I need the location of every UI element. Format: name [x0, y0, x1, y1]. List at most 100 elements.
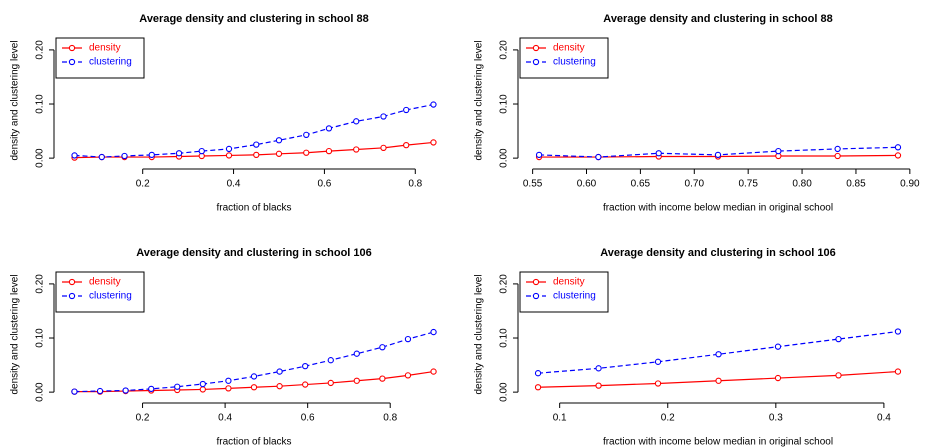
- chart-title: Average density and clustering in school…: [603, 13, 832, 25]
- data-point: [834, 145, 841, 153]
- series-line: [74, 331, 434, 393]
- legend-box: [55, 37, 145, 79]
- data-point: [654, 380, 662, 387]
- data-point: [534, 370, 542, 377]
- panel: Average density and clustering in school…: [474, 13, 920, 214]
- x-tick-label: 0.90: [900, 179, 920, 190]
- data-point: [534, 384, 542, 391]
- y-axis-label: density and clustering level: [474, 274, 485, 394]
- panel: Average density and clustering in school…: [474, 247, 902, 447]
- legend-marker: [68, 44, 76, 52]
- data-point: [275, 137, 283, 144]
- data-point: [595, 382, 602, 389]
- data-point: [327, 379, 334, 387]
- x-tick-label: 0.85: [846, 179, 866, 190]
- x-tick-label: 0.4: [877, 413, 891, 424]
- series-line: [74, 103, 434, 158]
- data-point: [834, 152, 841, 160]
- data-point: [225, 377, 232, 384]
- data-point: [430, 101, 437, 108]
- data-point: [894, 152, 902, 159]
- data-point: [253, 141, 260, 148]
- data-point: [774, 374, 782, 382]
- data-point: [774, 343, 782, 350]
- y-tick-label: 0.20: [499, 274, 510, 294]
- legend-label: clustering: [89, 291, 132, 302]
- legend-marker: [532, 44, 540, 52]
- x-tick-label: 0.8: [383, 413, 397, 424]
- data-point: [303, 149, 310, 156]
- data-point: [327, 357, 334, 364]
- x-tick-label: 0.4: [227, 179, 241, 190]
- panel: Average density and clustering in school…: [10, 13, 437, 214]
- data-point: [148, 385, 155, 393]
- x-axis-label: fraction with income below median in ori…: [603, 437, 833, 447]
- x-tick-label: 0.65: [631, 179, 651, 190]
- data-point: [98, 153, 105, 161]
- data-point: [302, 363, 309, 370]
- x-tick-label: 0.6: [317, 179, 331, 190]
- data-point: [253, 151, 260, 159]
- x-tick-label: 0.3: [769, 413, 783, 424]
- data-point: [775, 147, 782, 155]
- data-point: [430, 328, 437, 336]
- x-axis-label: fraction with income below median in ori…: [603, 203, 833, 214]
- legend-label: clustering: [553, 57, 596, 68]
- y-tick-label: 0.10: [499, 328, 510, 348]
- data-point: [654, 358, 662, 365]
- y-tick-label: 0.20: [35, 274, 46, 294]
- x-tick-label: 0.80: [792, 179, 812, 190]
- data-point: [715, 377, 722, 384]
- data-point: [835, 372, 842, 379]
- chart-title: Average density and clustering in school…: [139, 13, 368, 25]
- x-tick-label: 0.2: [136, 413, 150, 424]
- y-tick-label: 0.20: [499, 40, 510, 60]
- x-tick-label: 0.70: [685, 179, 705, 190]
- data-point: [353, 118, 360, 125]
- chart-title: Average density and clustering in school…: [600, 247, 836, 259]
- data-point: [225, 145, 233, 153]
- legend-marker: [68, 58, 76, 66]
- legend-label: density: [553, 277, 585, 288]
- data-point: [404, 372, 412, 379]
- y-tick-label: 0.10: [35, 94, 46, 114]
- y-tick-label: 0.00: [35, 148, 46, 168]
- legend-marker: [68, 292, 76, 300]
- data-point: [71, 388, 78, 395]
- data-point: [894, 144, 902, 151]
- data-point: [276, 368, 283, 375]
- y-axis-label: density and clustering level: [10, 40, 21, 160]
- legend-box: [519, 271, 609, 313]
- data-point: [250, 384, 258, 391]
- data-point: [379, 344, 386, 351]
- data-point: [595, 153, 602, 161]
- x-tick-label: 0.1: [553, 413, 567, 424]
- data-point: [276, 383, 283, 390]
- data-point: [353, 146, 360, 153]
- y-tick-label: 0.10: [35, 328, 46, 348]
- legend-label: clustering: [89, 57, 132, 68]
- data-point: [430, 139, 437, 146]
- legend-label: density: [553, 43, 585, 54]
- data-point: [148, 151, 155, 159]
- y-tick-label: 0.00: [35, 382, 46, 402]
- data-point: [714, 151, 722, 159]
- x-tick-label: 0.4: [218, 413, 232, 424]
- legend-label: density: [89, 277, 121, 288]
- x-tick-label: 0.55: [523, 179, 543, 190]
- x-tick-label: 0.75: [738, 179, 758, 190]
- data-point: [403, 141, 410, 149]
- data-point: [325, 125, 333, 132]
- data-point: [715, 351, 722, 358]
- data-point: [174, 383, 181, 390]
- data-point: [303, 131, 310, 139]
- legend-box: [55, 271, 145, 313]
- data-point: [250, 373, 258, 380]
- data-point: [595, 365, 602, 372]
- y-axis-label: density and clustering level: [474, 40, 485, 160]
- data-point: [403, 106, 410, 114]
- data-point: [380, 144, 387, 151]
- x-tick-label: 0.6: [301, 413, 315, 424]
- y-tick-label: 0.00: [499, 382, 510, 402]
